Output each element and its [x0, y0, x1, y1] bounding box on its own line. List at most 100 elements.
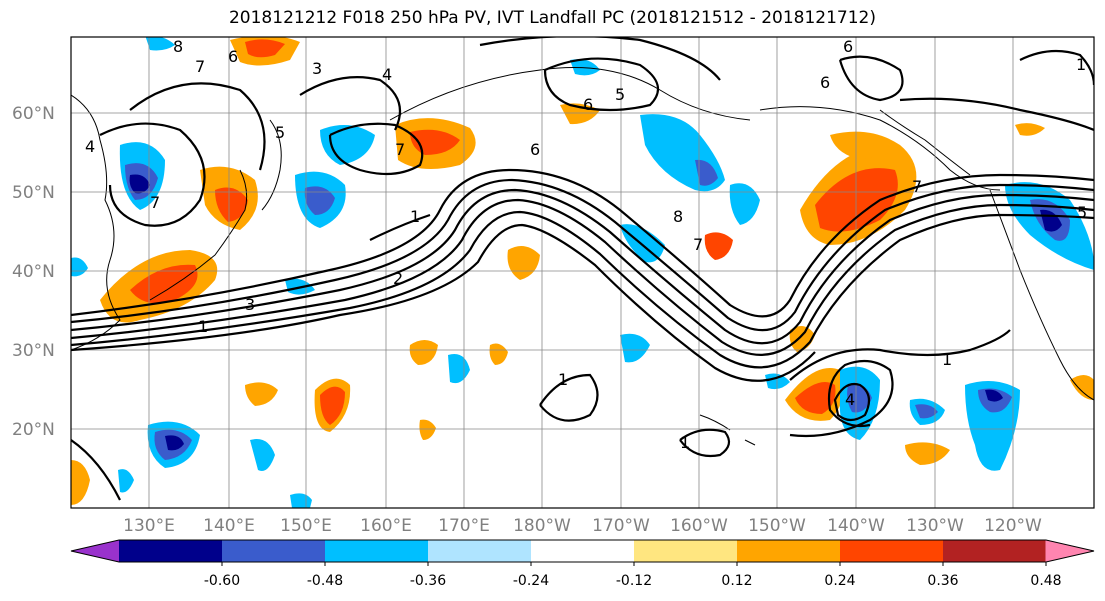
pv-positive-patch	[830, 131, 900, 159]
contour-line	[479, 37, 721, 81]
contour-line	[789, 329, 1011, 381]
pv-positive-patch	[789, 326, 815, 352]
lon-label: 130°W	[906, 516, 964, 536]
contour-label: 7	[693, 235, 703, 254]
contour-label: 8	[173, 37, 183, 56]
contour-label: 7	[150, 193, 160, 212]
contour-label: 1	[198, 317, 208, 336]
pv-positive-patch	[130, 264, 198, 304]
colorbar-tick-label: -0.12	[616, 573, 652, 589]
pv-negative-patch	[695, 159, 718, 186]
lat-label: 40°N	[12, 262, 55, 282]
pv-negative-patch	[620, 333, 650, 363]
graticule	[71, 37, 1094, 508]
pv-negative-patch	[250, 439, 275, 471]
contour-label: 6	[820, 73, 830, 92]
pv-negative-patch	[118, 469, 134, 493]
pv-negative-patch	[145, 37, 175, 51]
colorbar-segment	[119, 540, 223, 562]
coastlines	[71, 67, 1094, 446]
contour-label: 2	[393, 269, 403, 288]
colorbar-extend-min	[71, 540, 120, 562]
contour-label: 1	[558, 370, 568, 389]
contour-line	[543, 57, 660, 112]
contour-line	[838, 55, 904, 102]
contour-label: 3	[245, 295, 255, 314]
pv-negative-patch	[129, 174, 150, 194]
colorbar-tick-label: 0.12	[721, 573, 752, 589]
colorbar-tick-label: -0.36	[410, 573, 446, 589]
contour-label: 4	[85, 137, 95, 156]
colorbar-tick-label: -0.24	[513, 573, 549, 589]
bc-coast	[879, 109, 971, 176]
contour-line	[899, 97, 1094, 132]
aleutian-arc	[389, 67, 751, 121]
contour-label: 1	[942, 350, 952, 369]
contour-label: 3	[312, 59, 322, 78]
latitude-labels: 60°N 50°N 40°N 30°N 20°N	[12, 104, 55, 440]
colorbar-extend-max	[1045, 540, 1094, 562]
contour-label: 1	[410, 207, 420, 226]
lon-label: 120°W	[984, 516, 1042, 536]
contour-label: 4	[382, 65, 392, 84]
lat-label: 20°N	[12, 420, 55, 440]
contour-line	[129, 82, 266, 171]
pv-positive-patch	[71, 460, 90, 505]
contour-label: 7	[912, 177, 922, 196]
contour-line	[99, 122, 206, 227]
pv-negative-patch	[915, 404, 938, 419]
contour-line	[789, 359, 894, 438]
pv-negative-patch	[304, 186, 335, 215]
colorbar-outline	[70, 539, 1095, 563]
pv-positive-patch	[489, 343, 508, 365]
lon-label: 160°W	[670, 516, 728, 536]
contour-line	[679, 428, 731, 458]
contour-line	[833, 382, 871, 422]
contour-line	[71, 198, 1094, 356]
colorbar-tick-label: 0.36	[927, 573, 958, 589]
longitude-labels: 130°E 140°E 150°E 160°E 170°E 180°W 170°…	[123, 516, 1042, 536]
pv-positive-patch	[215, 187, 248, 222]
colorbar-segment	[943, 540, 1047, 562]
lon-label: 160°E	[360, 516, 412, 536]
pv-positive-patch	[419, 419, 436, 440]
contour-label: 5	[275, 123, 285, 142]
colorbar-tick-label: -0.60	[204, 573, 240, 589]
asia-coast	[71, 94, 121, 351]
contour-line	[71, 168, 1094, 318]
pv-positive-patch	[905, 442, 950, 465]
lat-label: 50°N	[12, 183, 55, 203]
contour-line	[71, 439, 121, 501]
colorbar-tick-label: 0.24	[824, 573, 855, 589]
map-title: 2018121212 F018 250 hPa PV, IVT Landfall…	[228, 8, 876, 28]
na-west-coast	[989, 189, 1094, 401]
plot-frame	[70, 36, 1095, 509]
colorbar-segment	[531, 540, 635, 562]
kamchatka-coast	[261, 119, 282, 211]
lon-label: 170°W	[592, 516, 650, 536]
contour-label: 4	[845, 390, 855, 409]
pv-positive-patch	[245, 382, 278, 406]
colorbar-segment	[428, 540, 532, 562]
contour-line	[539, 373, 599, 422]
contour-line	[71, 188, 1094, 345]
contour-label: 1	[680, 433, 690, 452]
colorbar: -0.60 -0.48 -0.36 -0.24 -0.12 0.12 0.24 0.36 0.4…	[70, 539, 1095, 589]
lon-label: 170°E	[438, 516, 490, 536]
pv-negative-patch	[729, 183, 760, 225]
contour-label: 7	[395, 140, 405, 159]
hawaii-islands	[699, 414, 756, 446]
contour-line	[328, 122, 424, 176]
colorbar-tick-label: -0.48	[307, 573, 343, 589]
pv-contours	[71, 37, 1094, 501]
lat-label: 60°N	[12, 104, 55, 124]
contour-label: 6	[228, 47, 238, 66]
lon-label: 140°W	[827, 516, 885, 536]
lon-label: 150°W	[748, 516, 806, 536]
pv-positive-patch	[320, 386, 345, 425]
colorbar-segment	[325, 540, 429, 562]
pv-negative-patch	[765, 373, 790, 390]
pv-negative-patch	[71, 257, 88, 277]
contour-line	[1019, 49, 1094, 86]
pv-positive-patch	[795, 381, 836, 414]
